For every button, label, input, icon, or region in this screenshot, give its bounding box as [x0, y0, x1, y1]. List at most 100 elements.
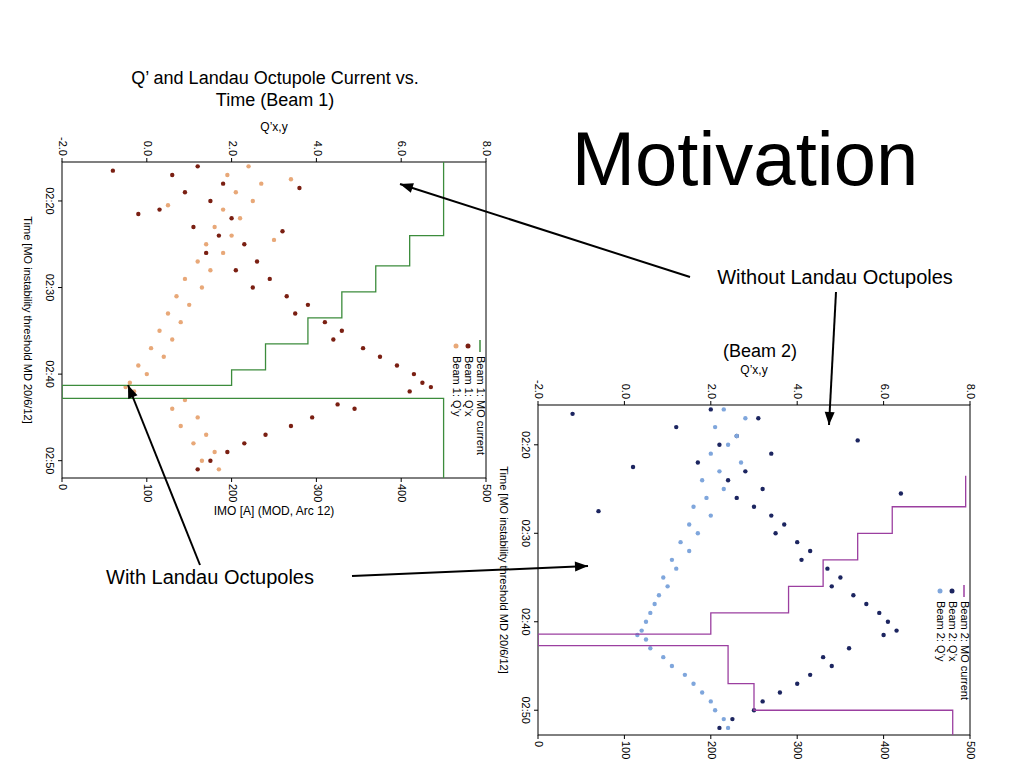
data-point [799, 558, 803, 562]
data-point [251, 285, 255, 289]
data-point [709, 407, 713, 411]
data-point [661, 575, 665, 579]
y-tick-label: 0.0 [142, 141, 154, 156]
y-tick-label: 4.0 [792, 384, 804, 399]
x-tick [534, 621, 538, 622]
data-point [881, 633, 885, 637]
data-point [830, 664, 834, 668]
x-tick-label: 02:50 [520, 696, 532, 724]
data-point [191, 441, 195, 445]
y-tick-label: 8.0 [481, 141, 493, 156]
data-point [726, 443, 730, 447]
x-tick [58, 460, 62, 461]
data-point [752, 505, 756, 509]
arrow-head [400, 183, 414, 193]
y2-tick [624, 735, 625, 739]
data-point [596, 509, 600, 513]
data-point [722, 487, 726, 491]
data-point [726, 478, 730, 482]
data-point [204, 433, 208, 437]
data-point [674, 425, 678, 429]
data-point [259, 181, 263, 185]
y-tick [316, 158, 317, 162]
data-point [263, 433, 267, 437]
data-point [756, 416, 760, 420]
data-point [739, 460, 743, 464]
data-point [272, 238, 276, 242]
data-point [743, 416, 747, 420]
data-point [225, 450, 229, 454]
data-point [208, 268, 212, 272]
data-point [195, 415, 199, 419]
slide: MotivationQ’ and Landau Octupole Current… [0, 0, 1024, 768]
y2-tick-label: 500 [481, 484, 493, 502]
data-point [242, 441, 246, 445]
y-tick [231, 158, 232, 162]
arrow-head [825, 412, 835, 425]
data-point [195, 259, 199, 263]
legend-swatch [963, 585, 965, 597]
y2-tick-label: 100 [619, 741, 631, 759]
data-point [657, 593, 661, 597]
data-point [769, 513, 773, 517]
data-point [730, 717, 734, 721]
y-tick-label: 8.0 [965, 384, 977, 399]
data-point [696, 460, 700, 464]
data-point [696, 531, 700, 535]
current-line [538, 476, 966, 735]
data-point [378, 355, 382, 359]
data-point [717, 469, 721, 473]
arrow-line [128, 385, 200, 565]
legend: Beam 2: MO currentBeam 2: Q’xBeam 2: Q’y [935, 585, 971, 700]
data-point [670, 558, 674, 562]
data-point [238, 216, 242, 220]
data-point [644, 620, 648, 624]
x-tick-label: 02:30 [44, 274, 56, 302]
data-point [648, 611, 652, 615]
y-tick [538, 401, 539, 405]
y2-tick-label: 300 [311, 484, 323, 502]
data-point [335, 402, 339, 406]
data-point [187, 303, 191, 307]
data-point [145, 372, 149, 376]
x-axis-label: Time [MO instability threshold MD 20/6/1… [22, 216, 34, 423]
data-point [246, 164, 250, 168]
data-point [429, 385, 433, 389]
data-point [412, 372, 416, 376]
legend-swatch [454, 344, 459, 349]
chart-title: (Beam 2) [723, 341, 797, 361]
legend-swatch [466, 344, 471, 349]
data-point [825, 566, 829, 570]
data-point [735, 434, 739, 438]
data-point [183, 277, 187, 281]
data-point [212, 450, 216, 454]
chart: Q’ and Landau Octupole Current vs.Time (… [22, 68, 493, 518]
legend-swatch [950, 589, 955, 594]
y2-tick-label: 200 [227, 484, 239, 502]
y2-tick [486, 478, 487, 482]
arrow-line [400, 184, 690, 277]
data-point [639, 628, 643, 632]
data-point [420, 381, 424, 385]
data-point [709, 513, 713, 517]
x-tick-label: 02:50 [44, 447, 56, 475]
arrow-head [128, 385, 137, 399]
data-point [713, 425, 717, 429]
y-tick [62, 158, 63, 162]
data-point [722, 717, 726, 721]
data-point [570, 412, 574, 416]
legend-label: Beam 2: Q’x [947, 601, 959, 662]
data-point [221, 251, 225, 255]
y2-tick [401, 478, 402, 482]
arrow [128, 385, 200, 565]
data-point [195, 164, 199, 168]
data-point [170, 407, 174, 411]
x-tick [58, 200, 62, 201]
y-axis-label: Q’x,y [260, 120, 287, 134]
data-point [795, 540, 799, 544]
y-tick [710, 401, 711, 405]
plot-data [62, 162, 444, 478]
data-point [851, 593, 855, 597]
y-tick-label: 6.0 [396, 141, 408, 156]
data-point [717, 443, 721, 447]
